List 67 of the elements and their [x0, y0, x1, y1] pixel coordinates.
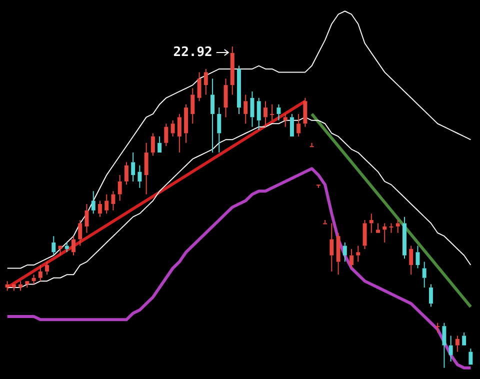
candlestick — [256, 97, 261, 131]
candlestick — [184, 104, 188, 144]
candlestick — [448, 335, 453, 362]
candlestick — [124, 162, 128, 186]
candlestick — [468, 348, 473, 365]
candlestick — [263, 100, 268, 128]
candlestick — [217, 107, 222, 154]
candlestick — [164, 123, 168, 147]
candlestick — [104, 194, 109, 214]
candlestick — [310, 142, 314, 148]
candlestick — [230, 46, 234, 96]
candlestick — [64, 242, 69, 253]
annotation: 22.92 — [173, 44, 212, 60]
candlestick — [442, 322, 446, 368]
candlestick — [336, 232, 340, 276]
candlestick — [52, 236, 56, 256]
candlestick — [78, 220, 82, 246]
candlestick — [98, 200, 102, 218]
candlestick — [382, 222, 387, 244]
candlestick — [296, 113, 301, 137]
candlestick — [131, 152, 136, 182]
candlestick — [32, 274, 36, 285]
candlestick — [138, 164, 142, 188]
candlestick — [369, 213, 374, 234]
candlestick — [290, 113, 294, 136]
candlestick — [210, 78, 215, 154]
candlestick — [244, 94, 248, 124]
candlestick — [416, 245, 420, 269]
candlestick — [283, 113, 288, 128]
candlestick — [177, 113, 182, 154]
candlestick — [91, 190, 96, 214]
candlestick — [111, 190, 116, 211]
candlestick — [18, 280, 23, 292]
candlestick — [12, 284, 16, 292]
candlestick — [170, 120, 175, 137]
candlestick — [197, 72, 202, 102]
candlestick — [38, 264, 42, 282]
candlestick — [342, 242, 347, 262]
candlestick — [356, 245, 360, 262]
candlestick — [150, 132, 155, 156]
candlestick — [376, 222, 380, 233]
candlestick — [436, 322, 440, 334]
candlestick — [25, 281, 30, 288]
candlestick — [455, 335, 460, 352]
candlestick — [402, 216, 406, 260]
candlestick — [237, 65, 241, 114]
candlestick — [330, 222, 334, 272]
candlestick — [350, 248, 354, 269]
candlestick — [5, 280, 10, 292]
candlestick — [323, 220, 328, 224]
candlestick — [270, 104, 274, 121]
candlestick — [422, 261, 426, 288]
candlestick — [204, 68, 208, 96]
candlestick — [45, 261, 50, 276]
candlestick — [72, 236, 76, 256]
candlestick — [396, 220, 400, 234]
candlestick — [276, 104, 281, 121]
candlestick — [409, 245, 414, 276]
candlestick — [144, 142, 148, 195]
candlestick — [462, 332, 466, 346]
candlestick — [58, 246, 62, 256]
candlestick — [190, 88, 195, 124]
candlestick — [303, 97, 308, 128]
candlestick — [362, 220, 367, 250]
candlestick — [118, 174, 122, 202]
candlestick — [428, 284, 433, 308]
candlestick — [158, 136, 162, 153]
